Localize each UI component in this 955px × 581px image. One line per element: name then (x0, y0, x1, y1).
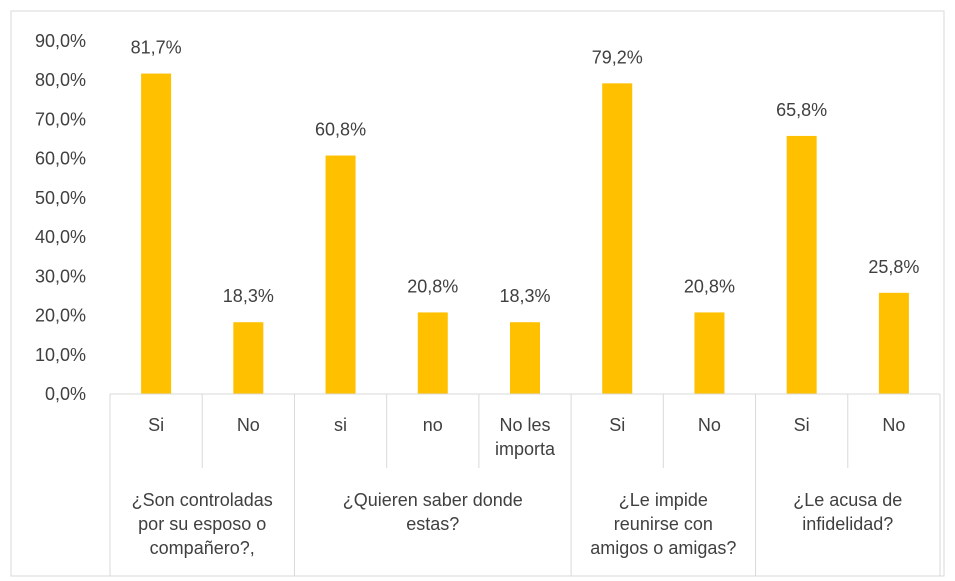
group-label: ¿Quieren saber donde (343, 490, 523, 510)
data-label: 60,8% (315, 120, 366, 140)
group-label: estas? (406, 514, 459, 534)
y-tick-label: 80,0% (35, 70, 86, 90)
y-tick-label: 10,0% (35, 345, 86, 365)
data-label: 18,3% (499, 286, 550, 306)
group-label: amigos o amigas? (590, 538, 736, 558)
category-label: No (882, 415, 905, 435)
group-label: por su esposo o (138, 514, 266, 534)
category-label: No les (499, 415, 550, 435)
data-label: 65,8% (776, 100, 827, 120)
data-label: 20,8% (407, 276, 458, 296)
y-tick-label: 60,0% (35, 149, 86, 169)
group-label: ¿Son controladas (132, 490, 273, 510)
y-tick-label: 20,0% (35, 306, 86, 326)
bar (510, 322, 540, 394)
group-label: compañero?, (150, 538, 255, 558)
bar (694, 312, 725, 394)
bar (878, 292, 909, 394)
bar (141, 73, 172, 394)
data-label: 81,7% (131, 38, 182, 58)
data-label: 25,8% (868, 257, 919, 277)
group-labels: ¿Son controladas por su esposo o compañero… (132, 490, 903, 558)
category-label: Si (609, 415, 625, 435)
y-tick-label: 30,0% (35, 266, 86, 286)
bar (325, 155, 356, 394)
bar (602, 83, 633, 395)
data-labels: 81,7% 18,3% 60,8% 20,8% 18,3% 79,2% 20,8% 65,8%… (131, 38, 920, 307)
bars (141, 73, 909, 395)
group-label: infidelidad? (802, 514, 893, 534)
category-label: Si (148, 415, 164, 435)
category-label: si (334, 415, 347, 435)
category-label: no (423, 415, 443, 435)
y-axis-tick-labels: 0,0% 10,0% 20,0% 30,0% 40,0% 50,0% 60,0% 70,0% 8… (35, 31, 86, 404)
y-tick-label: 50,0% (35, 188, 86, 208)
y-tick-label: 0,0% (45, 384, 86, 404)
y-tick-label: 40,0% (35, 227, 86, 247)
group-label: ¿Le impide (619, 490, 708, 510)
bar (786, 135, 817, 394)
category-labels: Si No si no No les importa Si No Si No (148, 415, 905, 459)
data-label: 18,3% (223, 286, 274, 306)
bar (233, 322, 264, 394)
y-tick-label: 70,0% (35, 109, 86, 129)
category-label: No (698, 415, 721, 435)
group-label: ¿Le acusa de (793, 490, 902, 510)
category-label: Si (794, 415, 810, 435)
y-tick-label: 90,0% (35, 31, 86, 51)
bar (417, 312, 448, 394)
category-label: importa (495, 439, 556, 459)
category-axis (109, 393, 941, 576)
data-label: 79,2% (592, 47, 643, 67)
group-label: reunirse con (614, 514, 713, 534)
data-label: 20,8% (684, 276, 735, 296)
category-label: No (237, 415, 260, 435)
